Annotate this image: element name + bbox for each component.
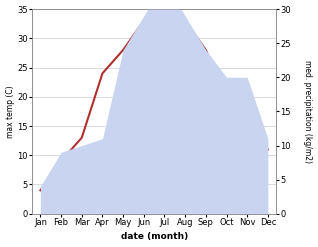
X-axis label: date (month): date (month)	[121, 232, 188, 242]
Y-axis label: med. precipitation (kg/m2): med. precipitation (kg/m2)	[303, 60, 313, 163]
Y-axis label: max temp (C): max temp (C)	[5, 85, 15, 138]
